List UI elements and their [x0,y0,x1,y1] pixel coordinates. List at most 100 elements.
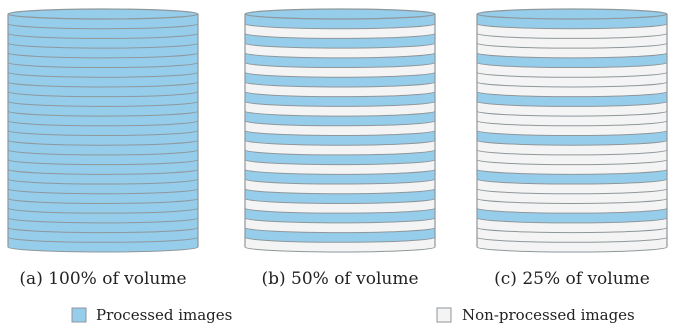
volume-slice [8,149,199,165]
slice-divider [244,236,436,243]
volume-slice [8,120,199,136]
slice-divider [244,42,436,49]
volume-slice [245,111,435,126]
slice-divider [476,130,668,136]
volume-slice [8,101,199,117]
caption-b: (b) 50% of volume [261,269,418,289]
volume-slice [8,227,199,243]
slice-divider [476,71,668,78]
slice-divider [7,178,199,185]
slice-divider [244,178,436,185]
slice-divider [7,159,199,166]
volume-slice [477,159,667,175]
volume-slice [245,140,435,155]
slice-divider [476,23,668,30]
volume-slice [245,227,435,243]
volume-slice [477,62,667,78]
volume-slice [245,169,435,185]
slice-divider [7,188,199,195]
volume-slice [477,23,667,39]
slice-divider [7,217,199,224]
slice-divider [7,62,199,69]
legend-processed-label: Processed images [96,306,232,324]
slice-divider [244,100,436,107]
volume-slice [8,33,199,49]
slice-divider [7,227,199,234]
slice-divider [476,81,668,88]
cylinder-a [7,8,199,253]
slice-divider [244,120,436,127]
slice-divider [7,23,199,30]
volume-slice [245,72,435,87]
legend-non-processed-label: Non-processed images [462,306,635,324]
volume-slice [8,72,199,87]
volume-slice [477,43,667,58]
slice-divider [476,120,668,127]
volume-slice [8,208,199,223]
volume-slice [477,101,667,117]
volume-slice [8,188,199,204]
slice-divider [244,32,436,39]
volume-slice [245,237,435,252]
volume-slice [245,120,435,136]
volume-slice [477,140,667,155]
volume-slice [477,149,667,165]
slice-divider [476,42,668,49]
slice-divider [476,246,668,253]
volume-slice [477,208,667,223]
slice-divider [476,139,668,146]
slice-divider [476,178,668,185]
volume-slice [477,179,667,194]
volume-slice [477,217,667,233]
slice-divider [7,197,199,204]
volume-slice [8,169,199,185]
slice-divider [7,130,199,136]
panel-a: (a) 100% of volume [7,8,199,289]
slice-divider [7,71,199,78]
slice-divider [476,32,668,39]
slice-divider [476,168,668,175]
volume-slice [8,62,199,78]
volume-slice [245,179,435,194]
slice-divider [244,71,436,78]
volume-slice [477,188,667,204]
slice-divider [7,246,199,253]
slice-divider [244,139,436,146]
volume-slice [245,188,435,204]
cylinder-top-cap [7,8,199,20]
volume-slice [477,169,667,185]
slice-divider [244,110,436,117]
slice-divider [7,42,199,49]
volume-slice [477,91,667,107]
volume-slice [245,62,435,78]
volume-slice [245,52,435,68]
slice-divider [476,91,668,98]
volume-slice [8,91,199,107]
volume-slice [245,91,435,107]
cylinder-c [476,8,668,253]
cylinder-b [244,8,436,253]
volume-slice [8,111,199,126]
legend: Processed images Non-processed images [71,306,635,324]
volume-slice [477,52,667,68]
volume-slice [245,149,435,165]
slice-divider [7,168,199,175]
cylinder-top-cap [476,8,668,20]
volume-slice [245,81,435,97]
volume-slice [477,198,667,214]
volume-slice [477,72,667,87]
volume-slice [8,217,199,233]
slice-divider [244,227,436,234]
slice-divider [7,207,199,214]
slice-divider [244,188,436,195]
slice-divider [244,159,436,166]
slice-divider [476,52,668,59]
slice-divider [7,52,199,59]
slice-divider [244,130,436,136]
slice-divider [7,32,199,39]
volume-slice [8,14,199,29]
slice-divider [476,149,668,156]
slice-divider [476,188,668,195]
cylinder-top-cap [244,8,436,20]
